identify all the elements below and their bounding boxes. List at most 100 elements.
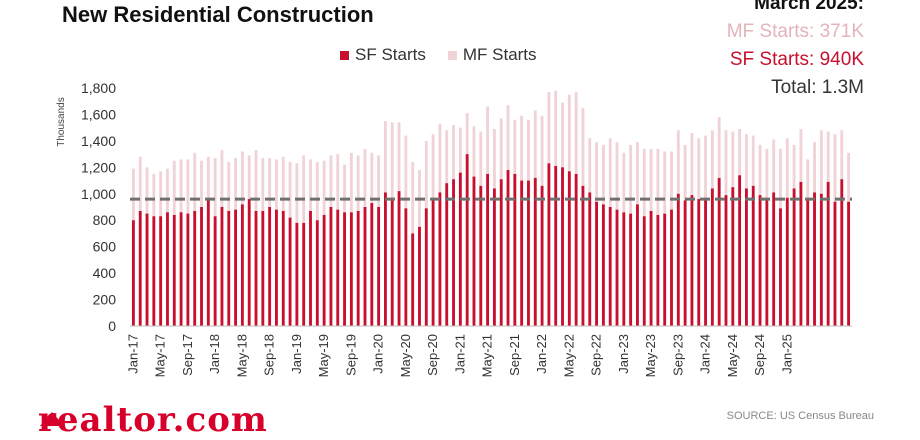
bar-mf-starts	[622, 152, 626, 213]
bar-mf-starts	[601, 144, 605, 205]
summary-mf-starts: MF Starts: 371K	[726, 21, 864, 42]
bar-sf-starts	[710, 188, 714, 326]
bar-mf-starts	[656, 148, 660, 215]
bar-sf-starts	[247, 199, 251, 326]
bar-sf-starts	[234, 209, 238, 326]
bar-mf-starts	[166, 168, 169, 213]
bar-mf-starts	[533, 110, 537, 178]
bar-mf-starts	[268, 158, 272, 207]
bar-sf-starts	[227, 210, 231, 326]
bar-mf-starts	[234, 158, 238, 210]
bar-sf-starts	[649, 210, 653, 326]
bar-sf-starts	[615, 209, 619, 326]
y-tick-label: 400	[93, 265, 117, 281]
bar-mf-starts	[663, 151, 667, 214]
bar-mf-starts	[145, 167, 149, 214]
bar-mf-starts	[227, 162, 231, 211]
bar-sf-starts	[383, 192, 387, 326]
bar-mf-starts	[758, 144, 762, 196]
x-tick-label: Sep-19	[343, 334, 358, 376]
bar-sf-starts	[349, 212, 353, 326]
bar-sf-starts	[404, 208, 408, 326]
bar-mf-starts	[363, 148, 367, 207]
bar-mf-starts	[636, 142, 639, 205]
bar-mf-starts	[554, 90, 558, 167]
x-tick-label: Jan-24	[698, 334, 713, 374]
x-tick-label: May-18	[234, 334, 249, 377]
x-tick-label: May-23	[643, 334, 658, 377]
y-axis-label: Thousands	[56, 97, 67, 146]
bar-mf-starts	[813, 142, 816, 193]
bar-mf-starts	[799, 128, 803, 182]
legend-item-mf: MF Starts	[447, 45, 537, 65]
bar-sf-starts	[704, 197, 707, 326]
bar-mf-starts	[438, 123, 442, 193]
x-tick-label: Jan-17	[125, 334, 140, 374]
bar-mf-starts	[642, 148, 646, 217]
bar-mf-starts	[772, 139, 776, 193]
bar-sf-starts	[288, 217, 292, 326]
bar-mf-starts	[424, 140, 428, 209]
bar-sf-starts	[452, 179, 455, 326]
bar-sf-starts	[744, 188, 748, 326]
legend-swatch-mf	[447, 50, 457, 60]
bar-sf-starts	[213, 216, 217, 326]
bar-mf-starts	[458, 127, 462, 173]
bar-sf-starts	[390, 197, 394, 326]
bar-sf-starts	[527, 180, 530, 326]
bar-sf-starts	[343, 212, 346, 326]
bar-sf-starts	[840, 179, 844, 326]
bar-sf-starts	[492, 188, 496, 326]
bar-sf-starts	[295, 222, 299, 326]
bar-mf-starts	[547, 91, 551, 164]
bar-sf-starts	[806, 200, 810, 326]
bar-mf-starts	[343, 164, 346, 213]
bar-mf-starts	[840, 130, 844, 180]
bar-sf-starts	[676, 193, 680, 326]
bar-sf-starts	[302, 222, 306, 326]
bar-mf-starts	[152, 173, 156, 217]
x-tick-label: Sep-24	[752, 334, 767, 376]
y-tick-label: 800	[93, 212, 117, 228]
bar-mf-starts	[595, 142, 599, 202]
bar-mf-starts	[704, 135, 707, 198]
bar-mf-starts	[765, 148, 769, 201]
legend-swatch-sf	[340, 50, 349, 60]
bar-mf-starts	[213, 158, 217, 217]
y-axis: 0 200 400 600 800 1,000 1,200 1,400 1,600 1,800	[81, 80, 116, 334]
bar-sf-starts	[567, 171, 571, 326]
bar-sf-starts	[186, 213, 190, 326]
x-tick-label: May-24	[725, 334, 740, 377]
bar-mf-starts	[670, 151, 673, 210]
bar-mf-starts	[826, 131, 830, 182]
bar-sf-starts	[601, 204, 605, 326]
x-tick-label: Sep-23	[670, 334, 685, 376]
bar-mf-starts	[390, 122, 394, 198]
legend: SF Starts MF Starts	[340, 45, 537, 65]
bar-sf-starts	[813, 192, 816, 326]
bar-sf-starts	[356, 210, 360, 326]
bar-sf-starts	[581, 185, 585, 326]
bar-mf-starts	[649, 148, 653, 211]
bar-sf-starts	[826, 181, 830, 326]
x-tick-label: Jan-19	[289, 334, 304, 374]
bar-mf-starts	[404, 135, 408, 209]
bar-mf-starts	[322, 160, 326, 215]
bar-sf-starts	[322, 214, 326, 326]
bar-mf-starts	[847, 152, 851, 202]
bar-mf-starts	[179, 159, 183, 213]
bar-mf-starts	[356, 155, 360, 211]
x-tick-label: May-21	[480, 334, 495, 377]
bar-sf-starts	[799, 181, 803, 326]
bar-sf-starts	[513, 173, 517, 326]
bar-mf-starts	[472, 126, 476, 177]
bar-sf-starts	[554, 166, 558, 326]
bar-mf-starts	[513, 119, 517, 174]
bar-sf-starts	[547, 163, 551, 326]
bar-mf-starts	[506, 105, 510, 170]
bar-sf-starts	[138, 210, 142, 326]
bar-sf-starts	[336, 209, 340, 326]
bar-sf-starts	[819, 193, 823, 326]
y-tick-label: 200	[93, 292, 117, 308]
bar-sf-starts	[145, 213, 149, 326]
